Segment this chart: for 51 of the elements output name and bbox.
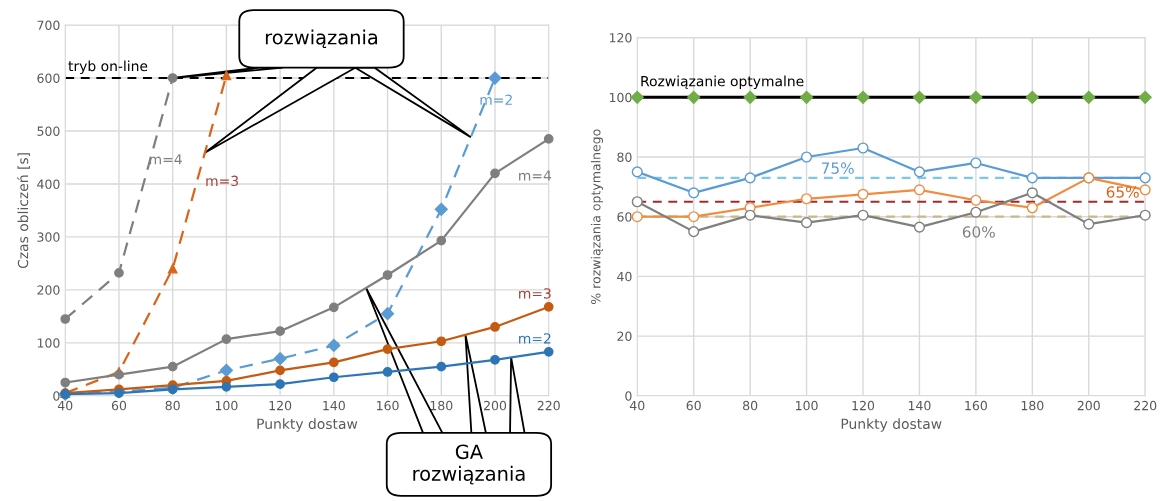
x-tick-label: 60: [686, 400, 701, 411]
y-tick-label: 200: [37, 285, 60, 295]
series-label: m=3: [519, 288, 551, 299]
x-tick-label: 80: [165, 400, 180, 411]
x-tick-label: 180: [1021, 400, 1044, 411]
y-tick-label: 100: [37, 338, 60, 348]
series-label: m=4: [519, 170, 552, 181]
y-tick-label: 60: [617, 212, 632, 222]
x-tick-label: 40: [57, 400, 73, 411]
y-tick-label: 500: [37, 126, 60, 136]
series-label: Rozwiązanie optymalne: [641, 75, 804, 90]
x-tick-label: 100: [215, 400, 238, 411]
x-tick-label: 160: [377, 400, 399, 411]
x-tick-label: 140: [908, 400, 931, 411]
x-axis-title: Punkty dostaw: [257, 418, 358, 432]
y-tick-label: 300: [37, 232, 60, 242]
y-tick-label: 40: [617, 271, 632, 282]
annotation: 65%: [1106, 186, 1139, 198]
y-axis-title: Czas obliczeń [s]: [16, 153, 30, 269]
x-tick-label: 60: [111, 400, 127, 411]
y-tick-label: 700: [37, 20, 60, 30]
x-tick-label: 140: [323, 400, 345, 411]
y-tick-label: 20: [617, 331, 632, 342]
ref-line-label: tryb on-line: [68, 60, 148, 74]
series-label: m=2: [480, 94, 512, 105]
x-tick-label: 160: [965, 400, 987, 411]
annotation: 75%: [821, 162, 854, 174]
y-tick-label: 80: [617, 152, 632, 162]
x-tick-label: 220: [1134, 400, 1157, 411]
annotation: 60%: [962, 226, 995, 238]
x-tick-label: 80: [743, 400, 758, 411]
text: GA rozwiązania: [413, 444, 525, 485]
x-tick-label: 120: [269, 400, 292, 411]
annotation: rozwiązania: [265, 29, 378, 49]
y-tick-label: 400: [37, 179, 60, 189]
x-tick-label: 40: [629, 400, 645, 411]
x-tick-label: 200: [483, 400, 507, 411]
x-tick-label: 220: [537, 400, 560, 411]
x-tick-label: 100: [796, 400, 818, 411]
x-tick-label: 200: [1077, 400, 1100, 411]
series-label: m=2: [519, 333, 551, 344]
y-tick-label: 0: [53, 391, 60, 401]
x-tick-label: 180: [430, 400, 453, 411]
y-tick-label: 600: [37, 73, 60, 83]
y-axis-title: % rozwiązania optymalnego: [590, 129, 603, 304]
x-axis-title: Punkty dostaw: [841, 418, 942, 432]
y-tick-label: 0: [625, 391, 632, 401]
y-tick-label: 100: [609, 92, 632, 103]
series-label: m=3: [206, 175, 238, 187]
y-tick-label: 120: [609, 33, 632, 43]
x-tick-label: 120: [852, 400, 875, 411]
